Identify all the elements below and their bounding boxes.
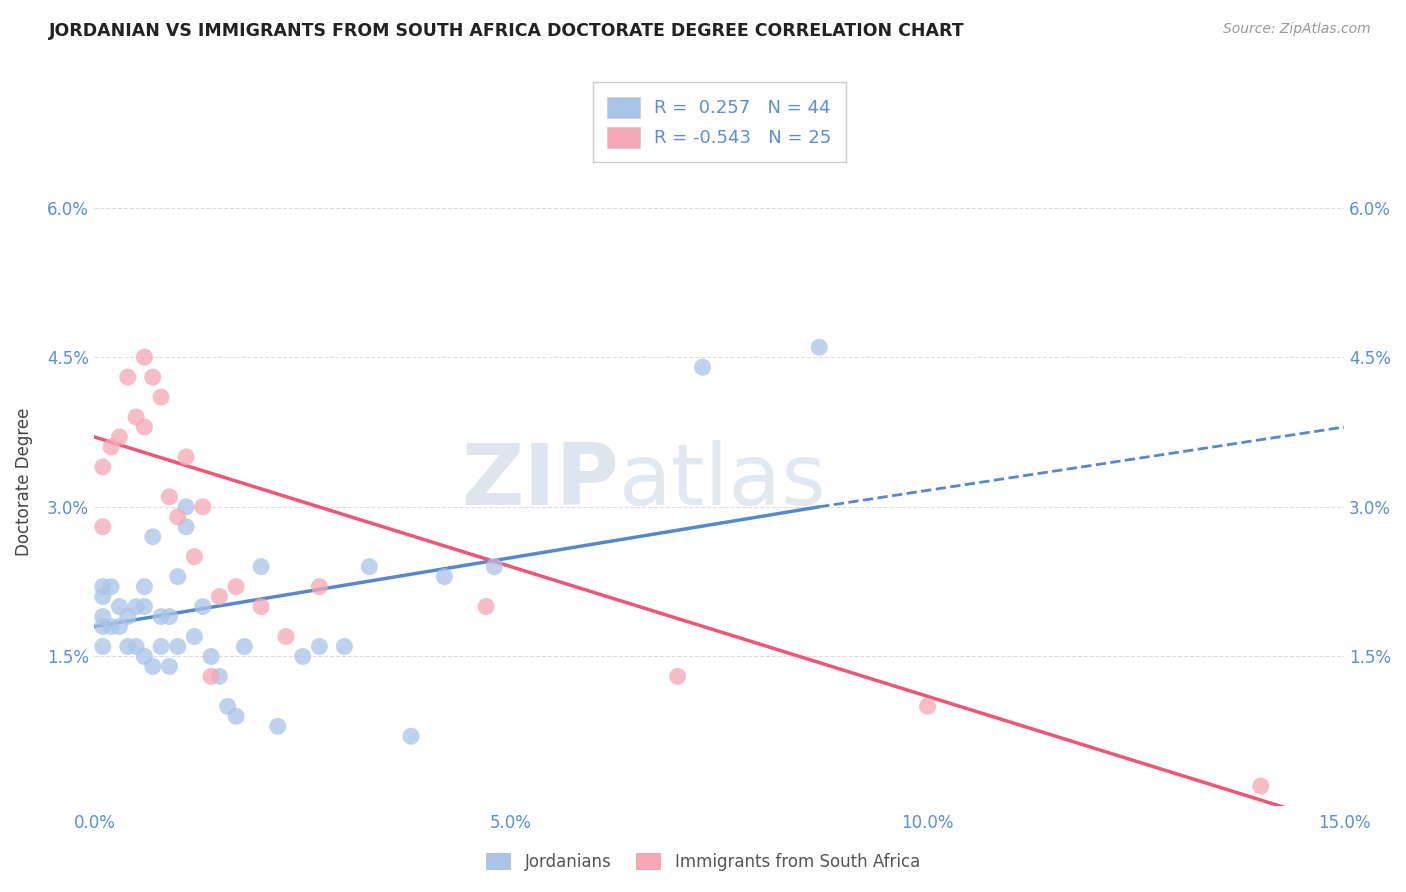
Point — [291, 649, 314, 664]
Point — [117, 370, 139, 384]
Text: Source: ZipAtlas.com: Source: ZipAtlas.com — [1223, 22, 1371, 37]
Point — [208, 669, 231, 683]
Point — [274, 630, 297, 644]
Point — [308, 640, 330, 654]
Point — [399, 729, 422, 743]
Point — [91, 609, 114, 624]
Point — [1250, 779, 1272, 793]
Point — [159, 659, 181, 673]
Point — [100, 580, 122, 594]
Point — [91, 580, 114, 594]
Point — [166, 640, 188, 654]
Point — [250, 599, 273, 614]
Point — [174, 500, 197, 514]
Point — [142, 659, 165, 673]
Point — [117, 640, 139, 654]
Point — [191, 500, 214, 514]
Point — [134, 420, 156, 434]
Point — [208, 590, 231, 604]
Point — [475, 599, 498, 614]
Point — [159, 609, 181, 624]
Point — [308, 580, 330, 594]
Point — [666, 669, 689, 683]
Point — [166, 569, 188, 583]
Point — [174, 450, 197, 464]
Point — [174, 520, 197, 534]
Point — [108, 599, 131, 614]
Point — [166, 509, 188, 524]
Point — [917, 699, 939, 714]
Point — [333, 640, 356, 654]
Point — [150, 640, 173, 654]
Point — [217, 699, 239, 714]
Point — [142, 370, 165, 384]
Text: atlas: atlas — [619, 441, 827, 524]
Point — [108, 619, 131, 633]
Point — [233, 640, 256, 654]
Point — [150, 609, 173, 624]
Point — [134, 350, 156, 364]
Point — [433, 569, 456, 583]
Point — [225, 709, 247, 723]
Point — [117, 609, 139, 624]
Point — [250, 559, 273, 574]
Point — [91, 459, 114, 474]
Point — [134, 599, 156, 614]
Point — [200, 669, 222, 683]
Point — [200, 649, 222, 664]
Point — [125, 640, 148, 654]
Point — [91, 619, 114, 633]
Point — [100, 440, 122, 454]
Point — [359, 559, 381, 574]
Y-axis label: Doctorate Degree: Doctorate Degree — [15, 408, 32, 556]
Point — [108, 430, 131, 444]
Point — [808, 340, 831, 354]
Point — [91, 520, 114, 534]
Point — [142, 530, 165, 544]
Point — [225, 580, 247, 594]
Point — [183, 630, 205, 644]
Point — [100, 619, 122, 633]
Point — [159, 490, 181, 504]
Point — [692, 360, 714, 375]
Point — [134, 580, 156, 594]
Legend: R =  0.257   N = 44, R = -0.543   N = 25: R = 0.257 N = 44, R = -0.543 N = 25 — [593, 82, 846, 162]
Point — [125, 410, 148, 425]
Point — [125, 599, 148, 614]
Point — [484, 559, 506, 574]
Point — [91, 590, 114, 604]
Point — [150, 390, 173, 404]
Text: ZIP: ZIP — [461, 441, 619, 524]
Point — [183, 549, 205, 564]
Legend: Jordanians, Immigrants from South Africa: Jordanians, Immigrants from South Africa — [478, 845, 928, 880]
Text: JORDANIAN VS IMMIGRANTS FROM SOUTH AFRICA DOCTORATE DEGREE CORRELATION CHART: JORDANIAN VS IMMIGRANTS FROM SOUTH AFRIC… — [49, 22, 965, 40]
Point — [267, 719, 290, 733]
Point — [134, 649, 156, 664]
Point — [191, 599, 214, 614]
Point — [91, 640, 114, 654]
